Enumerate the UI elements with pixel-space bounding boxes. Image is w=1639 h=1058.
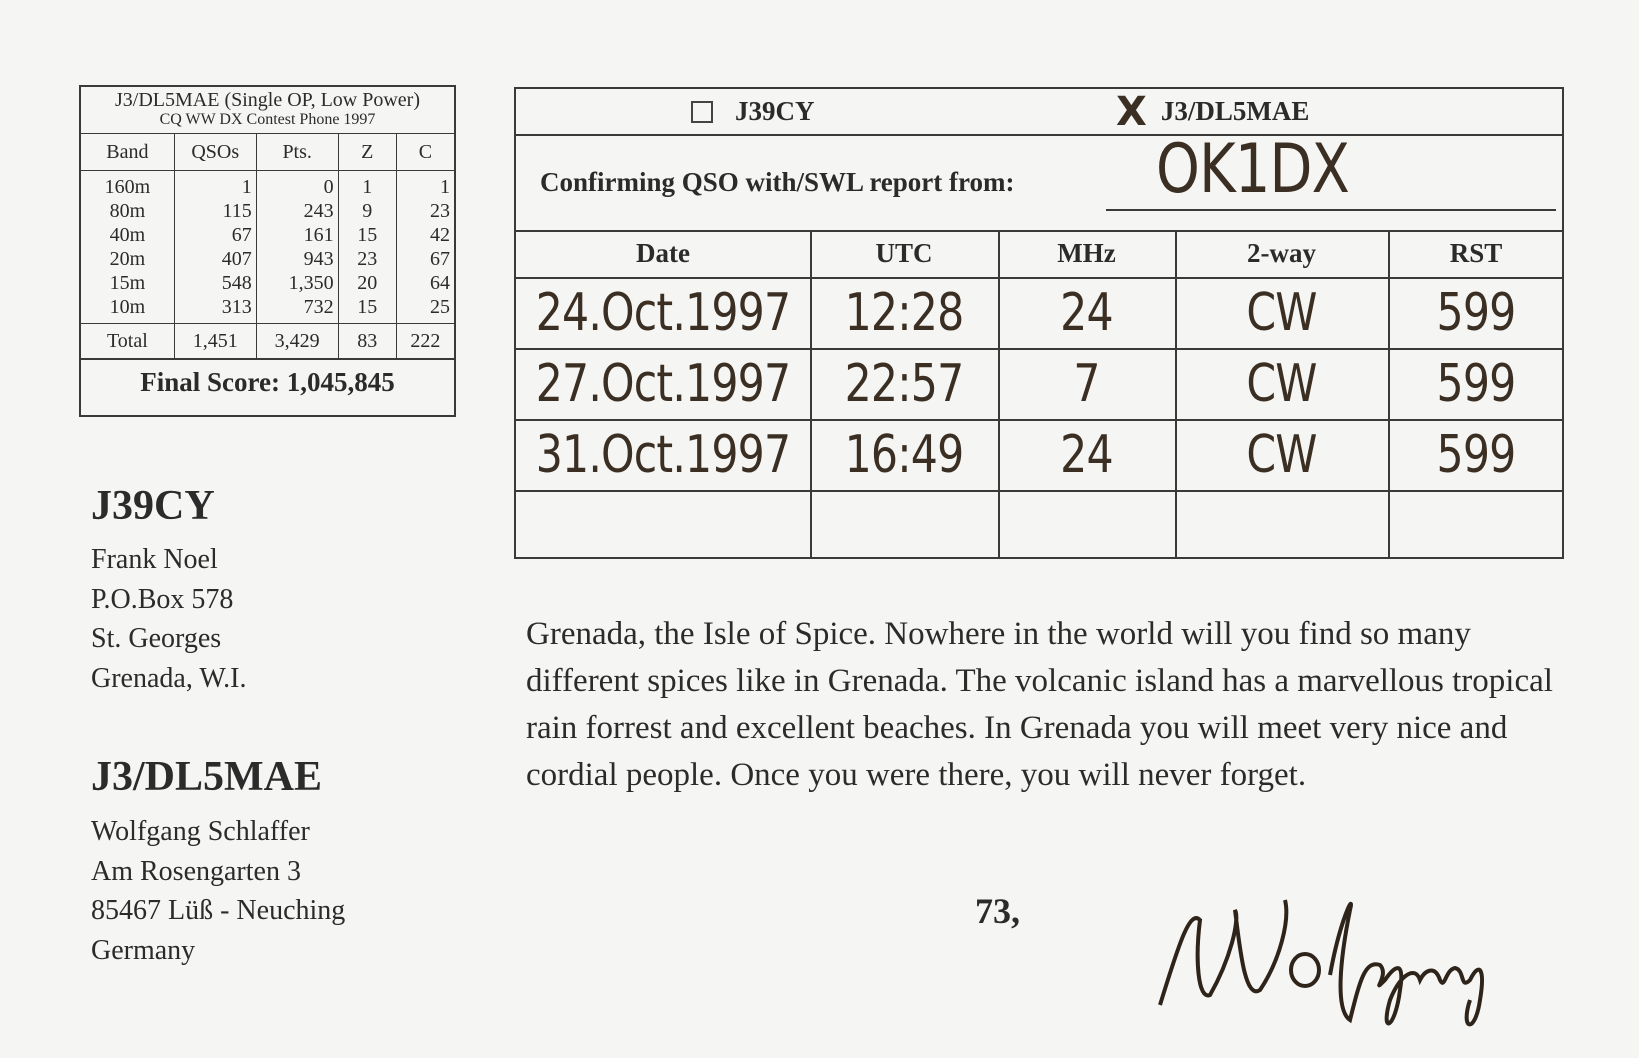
- total-qsos: 1,451: [173, 323, 257, 359]
- station1-call: J39CY: [91, 483, 215, 529]
- signature: [1158, 899, 1484, 1027]
- checkbox-checked-icon[interactable]: X: [1116, 88, 1147, 135]
- score-title: J3/DL5MAE (Single OP, Low Power): [115, 89, 420, 111]
- qso-date: 24.Oct.1997: [535, 282, 791, 343]
- col-header: Pts.: [255, 133, 339, 171]
- option-j39cy[interactable]: J39CY: [691, 89, 815, 134]
- confirm-label: Confirming QSO with/SWL report from:: [540, 166, 1015, 197]
- col-header-mhz: MHz: [1057, 238, 1116, 268]
- station1-address: Frank Noel P.O.Box 578 St. Georges Grena…: [91, 540, 247, 699]
- total-points: 3,429: [255, 323, 339, 359]
- score-grid: Band QSOs Pts. Z C 160m 80m 40m 20m 15m …: [81, 133, 454, 359]
- qso-rst: 599: [1436, 353, 1517, 414]
- col-header: Z: [337, 133, 397, 171]
- option-j3-dl5mae[interactable]: X J3/DL5MAE: [1116, 89, 1309, 134]
- qso-mhz: 7: [1073, 353, 1100, 414]
- address-line: Grenada, W.I.: [91, 663, 247, 695]
- col-header: QSOs: [173, 133, 257, 171]
- total-countries: 222: [395, 323, 454, 359]
- name: Frank Noel: [91, 544, 218, 575]
- address-line: Am Rosengarten 3: [91, 855, 301, 887]
- final-score: Final Score: 1,045,845: [81, 359, 454, 404]
- total-label: Total: [81, 323, 175, 359]
- contest-score-table: J3/DL5MAE (Single OP, Low Power) CQ WW D…: [79, 85, 456, 417]
- total-zones: 83: [337, 323, 397, 359]
- address-line: Germany: [91, 935, 196, 967]
- countries-column: 1 23 42 67 64 25: [395, 170, 454, 324]
- qso-mode: CW: [1246, 353, 1317, 414]
- qso-date: 27.Oct.1997: [535, 353, 791, 414]
- qso-rst: 599: [1436, 282, 1517, 343]
- col-header: C: [395, 133, 454, 171]
- address-line: 85467 Lüß - Neuching: [91, 895, 346, 927]
- col-header-date: Date: [636, 238, 690, 268]
- station2-address: Wolfgang Schlaffer Am Rosengarten 3 8546…: [91, 812, 345, 971]
- option-label: J39CY: [735, 96, 815, 126]
- qso-mode: CW: [1246, 282, 1317, 343]
- col-header-rst: RST: [1449, 238, 1503, 268]
- confirm-callsign: OK1DX: [1156, 129, 1350, 209]
- qso-mhz: 24: [1060, 424, 1113, 485]
- qsos-column: 1 115 67 407 548 313: [173, 170, 257, 324]
- address-line: P.O.Box 578: [91, 583, 234, 615]
- col-header-2way: 2-way: [1247, 238, 1316, 268]
- address-line: St. Georges: [91, 623, 222, 655]
- qso-utc: 22:57: [844, 353, 965, 414]
- points-column: 0 243 161 943 1,350 732: [255, 170, 339, 324]
- message-text: Grenada, the Isle of Spice. Nowhere in t…: [526, 616, 1553, 793]
- station2-call: J3/DL5MAE: [91, 754, 322, 800]
- option-label: J3/DL5MAE: [1160, 96, 1310, 126]
- closing: 73,: [975, 891, 1020, 931]
- confirm-underline: [1106, 209, 1556, 211]
- name: Wolfgang Schlaffer: [91, 816, 310, 847]
- qso-utc: 16:49: [844, 424, 965, 485]
- qso-mhz: 24: [1060, 282, 1113, 343]
- col-header: Band: [81, 133, 175, 171]
- checkbox-unchecked-icon[interactable]: [691, 100, 713, 123]
- zones-column: 1 9 15 23 20 15: [337, 170, 397, 324]
- score-subtitle: CQ WW DX Contest Phone 1997: [159, 111, 376, 128]
- qso-mode: CW: [1246, 424, 1317, 485]
- band-column: 160m 80m 40m 20m 15m 10m: [81, 170, 175, 324]
- qso-date: 31.Oct.1997: [535, 424, 791, 485]
- qso-table: J39CY X J3/DL5MAE Confirming QSO with/SW…: [514, 87, 1564, 559]
- qso-utc: 12:28: [844, 282, 965, 343]
- total-row: Total 1,451 3,429 83 222: [81, 323, 454, 359]
- qso-rst: 599: [1436, 424, 1517, 485]
- col-header-utc: UTC: [875, 238, 933, 268]
